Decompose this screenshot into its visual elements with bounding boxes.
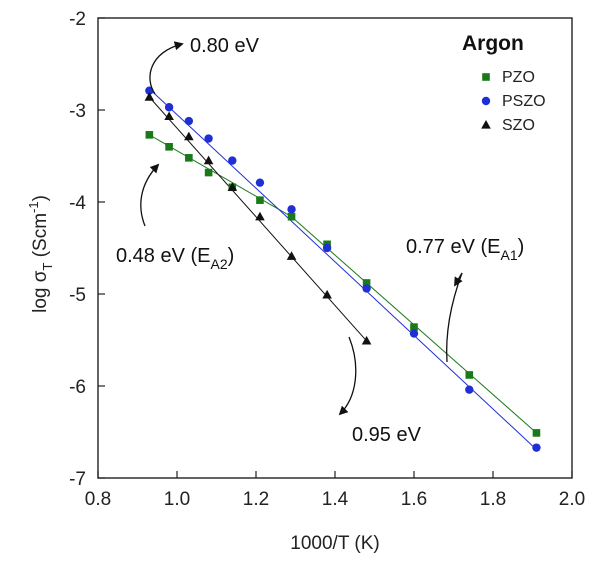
point-pszo	[184, 116, 194, 126]
annotation-077-ev: 0.77 eV (EA1)	[406, 236, 524, 263]
point-pzo	[204, 168, 213, 177]
annotation-095-ev: 0.95 eV	[352, 424, 422, 446]
x-axis-title: 1000/T (K)	[290, 533, 379, 554]
fit-line-pzo	[149, 134, 292, 218]
legend-marker-szo	[481, 120, 491, 129]
y-tick-label: -2	[69, 9, 86, 30]
point-pzo	[165, 143, 173, 151]
point-pzo	[287, 212, 296, 221]
y-tick-label: -7	[69, 469, 86, 490]
x-tick-label: 1.6	[401, 489, 427, 510]
point-pszo	[409, 329, 419, 338]
legend-marker-pszo	[481, 96, 491, 106]
point-szo	[322, 289, 332, 299]
x-tick-label: 1.0	[164, 489, 190, 510]
point-pszo	[255, 178, 265, 187]
data-points	[144, 86, 541, 452]
y-axis-title-prefix: log σ	[30, 270, 51, 313]
point-szo	[361, 335, 372, 345]
x-tick-label: 1.2	[243, 489, 269, 510]
y-tick-label: -3	[69, 101, 86, 122]
annotation-arrows	[140, 41, 463, 416]
x-tick-label: 2.0	[559, 489, 585, 510]
arrow-077-head	[454, 272, 463, 287]
fit-line-pszo	[149, 88, 537, 450]
point-pszo	[362, 284, 371, 293]
legend-label-pzo: PZO	[502, 69, 535, 86]
arrow-048	[140, 163, 160, 227]
legend: Argon PZO PSZO SZO	[462, 32, 546, 134]
y-axis-title: log σT (Scm-1)	[26, 195, 55, 313]
legend-marker-pzo	[482, 73, 490, 81]
point-pzo	[362, 279, 371, 287]
annotation-048-ev: 0.48 eV (EA2)	[116, 245, 234, 272]
point-pzo	[465, 371, 474, 379]
y-axis-title-unit: (Scm	[30, 213, 51, 263]
point-pzo	[410, 323, 418, 331]
y-tick-label: -5	[69, 285, 86, 306]
point-pzo	[145, 131, 154, 139]
point-szo	[255, 211, 265, 221]
point-pszo	[204, 134, 213, 143]
annotation-080-ev: 0.80 eV	[190, 35, 260, 57]
point-szo	[286, 251, 297, 260]
x-tick-label: 1.8	[480, 489, 506, 510]
y-tick-label: -4	[69, 193, 86, 214]
point-pszo	[465, 385, 474, 394]
point-pzo	[532, 429, 541, 437]
arrow-095	[338, 336, 357, 416]
x-tick-label: 1.4	[322, 489, 349, 510]
axis-ticks: 0.8 1.0 1.2 1.4 1.6 1.8 2.0 -2 -3 -4 -5 -6 -7	[69, 9, 585, 510]
fit-lines	[148, 88, 537, 450]
point-pszo	[322, 243, 332, 253]
y-axis-title-close: )	[30, 195, 51, 201]
point-pzo	[185, 154, 193, 162]
legend-label-szo: SZO	[502, 117, 535, 134]
point-pszo	[228, 156, 237, 165]
y-axis-title-sup: -1	[26, 201, 41, 213]
legend-title: Argon	[462, 32, 524, 55]
point-szo	[164, 111, 174, 121]
point-szo	[184, 131, 194, 141]
point-pszo	[164, 103, 174, 112]
point-pzo	[256, 196, 264, 204]
x-tick-label: 0.8	[85, 489, 111, 510]
legend-label-pszo: PSZO	[502, 93, 546, 110]
point-szo	[144, 92, 155, 101]
y-axis-title-sub: T	[40, 263, 55, 271]
arrow-080	[149, 41, 184, 95]
point-pszo	[287, 205, 296, 214]
point-szo	[227, 182, 238, 191]
point-szo	[203, 155, 214, 165]
y-tick-label: -6	[69, 377, 86, 398]
point-pszo	[532, 443, 541, 452]
legend-entries: PZO PSZO SZO	[481, 69, 546, 134]
arrow-077	[446, 272, 463, 363]
